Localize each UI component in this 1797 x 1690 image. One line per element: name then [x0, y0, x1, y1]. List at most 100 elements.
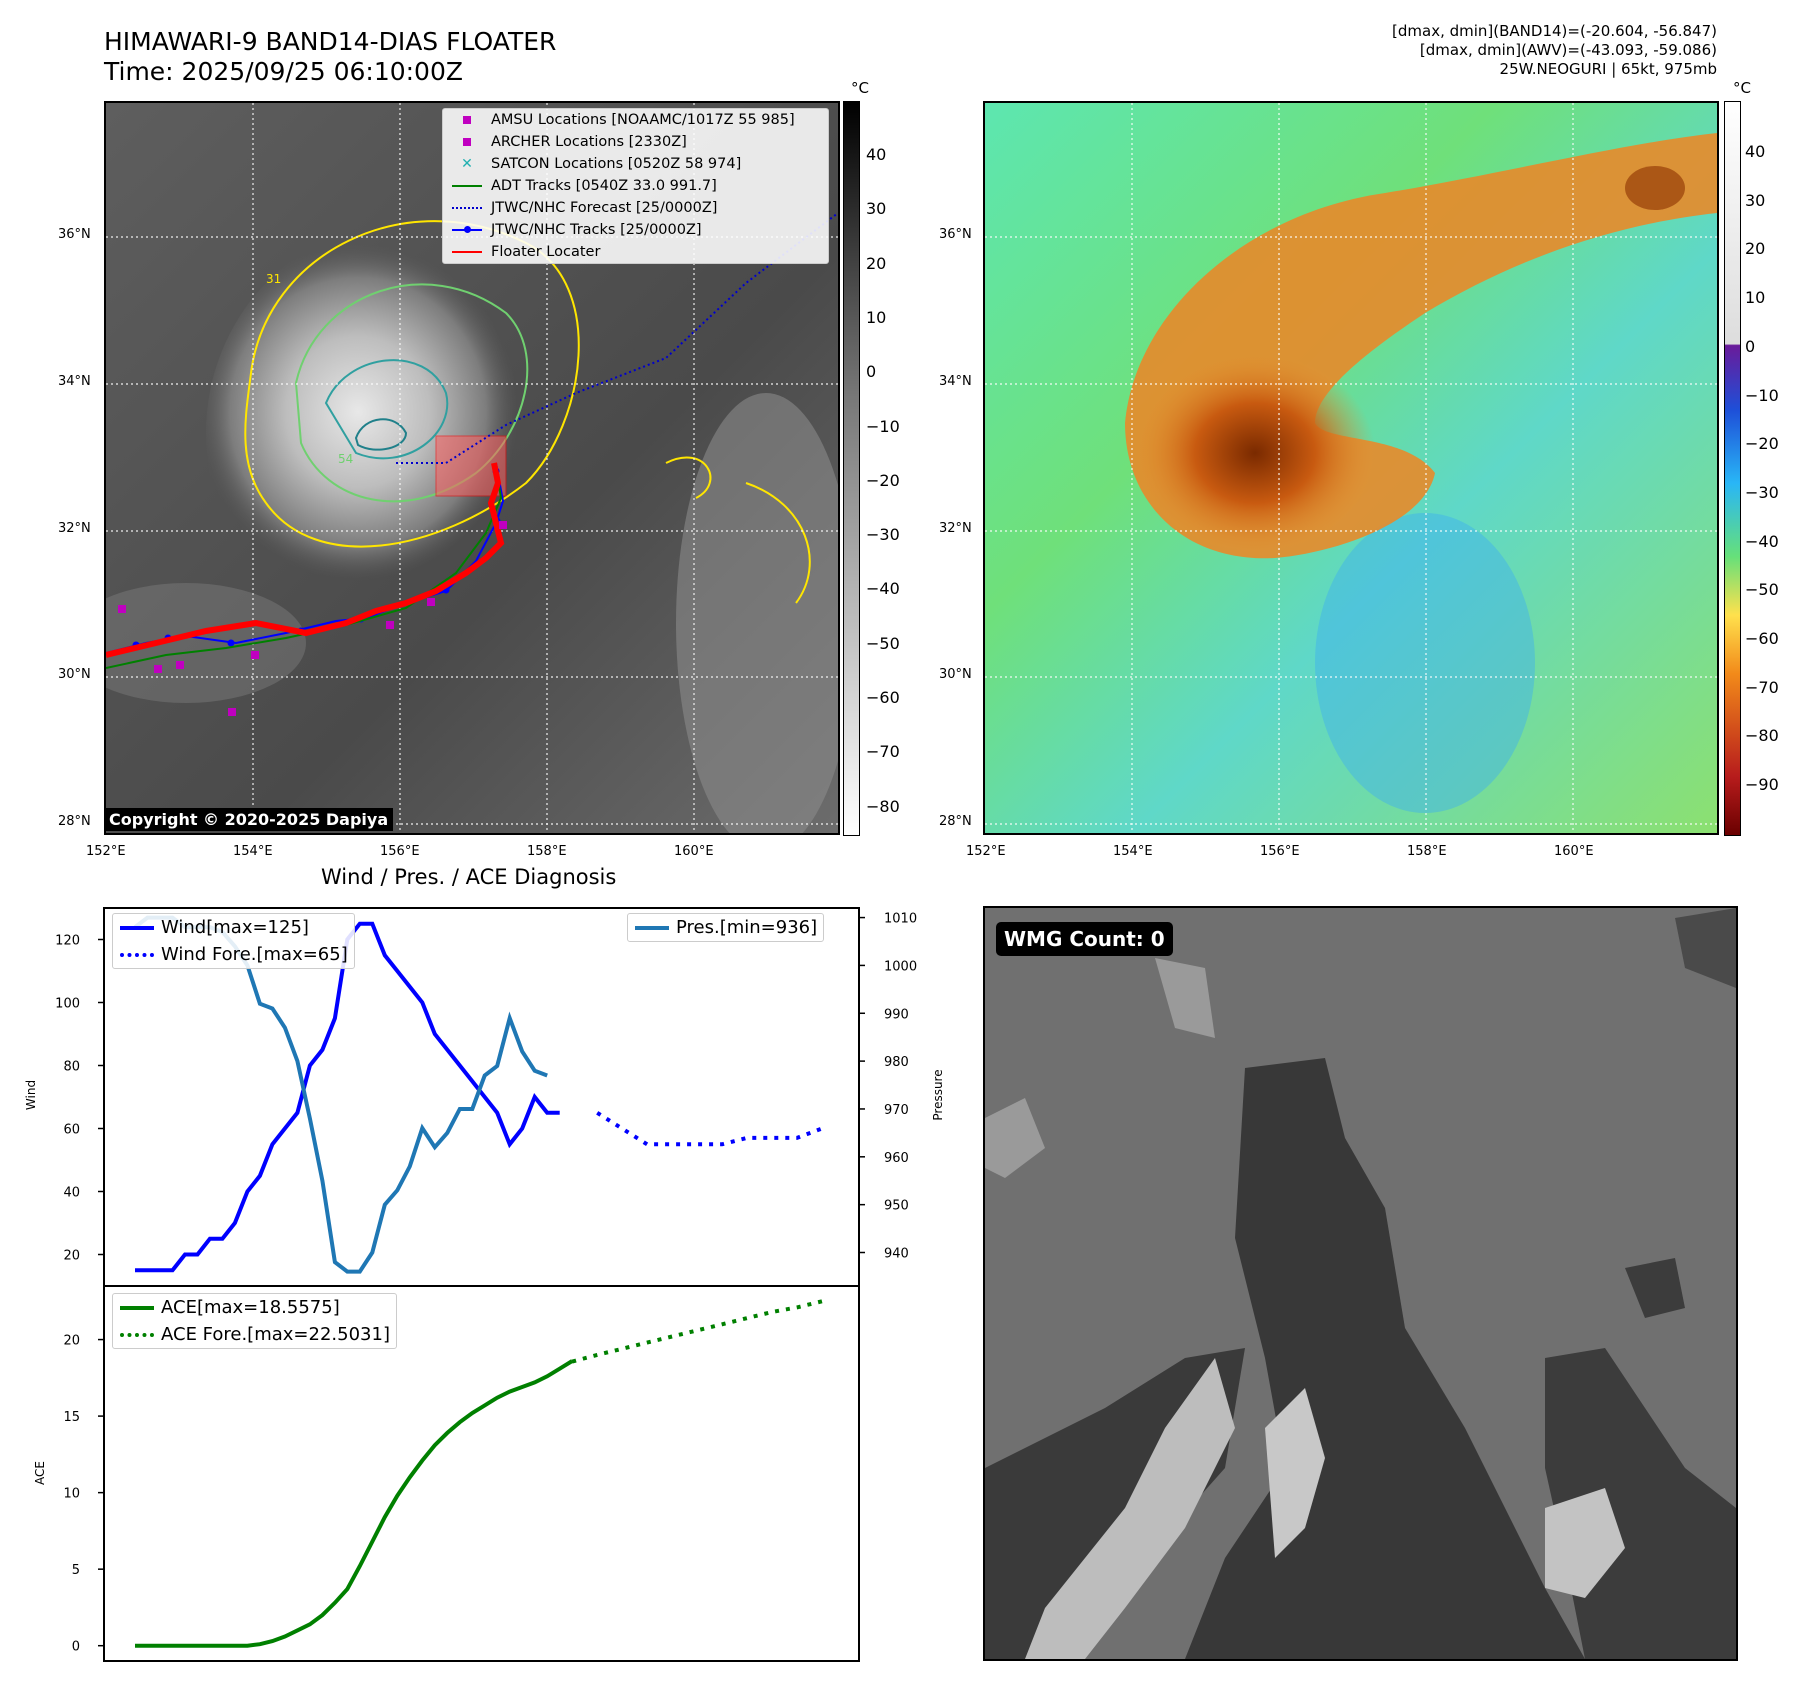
lat-label: 36°N [939, 227, 972, 242]
y-tick-label: 15 [63, 1410, 80, 1425]
ir-legend: AMSU Locations [NOAAMC/1017Z 55 985] ARC… [442, 108, 829, 264]
dotted-line-icon [119, 952, 155, 957]
line-icon [634, 925, 670, 930]
ace-axis-label: ACE [33, 1461, 47, 1485]
title-line-1: HIMAWARI-9 BAND14-DIAS FLOATER [104, 27, 557, 56]
ir-colorbar-unit: °C [851, 79, 869, 97]
colorbar-tick-label: −50 [866, 633, 900, 653]
lon-label: 154°E [233, 844, 273, 859]
colorbar-tick-label: −20 [866, 470, 900, 490]
colorbar-tick-label: 30 [866, 199, 887, 219]
lon-label: 152°E [966, 844, 1006, 859]
y-tick-label: 100 [55, 997, 80, 1012]
lon-label: 156°E [1260, 844, 1300, 859]
wmg-count-badge: WMG Count: 0 [996, 922, 1173, 956]
lat-label: 34°N [58, 374, 91, 389]
contour-label: 31 [266, 272, 281, 286]
info-line-2: [dmax, dmin](AWV)=(-43.093, -59.086) [1419, 41, 1717, 59]
wv-colorbar-unit: °C [1733, 79, 1751, 97]
lon-label: 154°E [1113, 844, 1153, 859]
y-tick-label-right: 940 [884, 1247, 909, 1262]
y-tick-label-right: 990 [884, 1007, 909, 1022]
legend-item: ACE[max=18.5575] [113, 1294, 396, 1321]
colorbar-tick-label: −80 [866, 796, 900, 816]
lon-label: 158°E [1407, 844, 1447, 859]
y-tick-label: 20 [63, 1334, 80, 1349]
info-line-3: 25W.NEOGURI | 65kt, 975mb [1499, 60, 1717, 78]
colorbar-tick-label: 40 [1745, 142, 1766, 161]
legend-item: ARCHER Locations [2330Z] [443, 131, 828, 153]
legend-item: Wind Fore.[max=65] [113, 941, 354, 968]
legend-item: ✕ SATCON Locations [0520Z 58 974] [443, 153, 828, 175]
pressure-legend: Pres.[min=936] [627, 913, 825, 942]
y-tick-label-right: 1010 [884, 912, 917, 927]
wv-satellite-panel [983, 101, 1719, 835]
dotted-line-icon [449, 207, 485, 209]
line-icon [449, 185, 485, 187]
colorbar-tick-label: 20 [1745, 239, 1766, 259]
colorbar-tick-label: −10 [866, 416, 900, 436]
y-tick-label-right: 960 [884, 1151, 909, 1166]
y-tick-label-right: 980 [884, 1055, 909, 1070]
y-tick-label: 10 [63, 1487, 80, 1502]
wmg-image [985, 908, 1736, 1659]
lat-label: 36°N [58, 227, 91, 242]
lat-label: 34°N [939, 374, 972, 389]
legend-item: ACE Fore.[max=22.5031] [113, 1321, 396, 1348]
lon-label: 160°E [674, 844, 714, 859]
ace-legend: ACE[max=18.5575] ACE Fore.[max=22.5031] [112, 1293, 397, 1349]
y-tick-label: 20 [63, 1249, 80, 1264]
colorbar-tick-label: 20 [866, 253, 887, 273]
colorbar-tick-label: −40 [866, 579, 900, 599]
pressure-axis-label: Pressure [931, 1069, 945, 1120]
colorbar-tick-label: 10 [1745, 288, 1766, 308]
wv-satellite-image [985, 103, 1717, 833]
lon-label: 156°E [380, 844, 420, 859]
lat-label: 30°N [939, 667, 972, 682]
figure-title: HIMAWARI-9 BAND14-DIAS FLOATER Time: 202… [104, 27, 556, 87]
colorbar-tick-label: −70 [866, 742, 900, 762]
colorbar-tick-label: −50 [1745, 580, 1779, 600]
legend-item: Floater Locater [443, 241, 828, 263]
colorbar-tick-label: 0 [1745, 336, 1756, 356]
colorbar-tick-label: −80 [1745, 726, 1779, 746]
colorbar-tick-label: 40 [866, 145, 887, 164]
lat-label: 32°N [939, 521, 972, 536]
y-tick-label: 40 [63, 1186, 80, 1201]
colorbar-tick-label: −10 [1745, 385, 1779, 405]
x-marker-icon: ✕ [461, 156, 473, 172]
y-tick-label-right: 950 [884, 1199, 909, 1214]
colorbar-tick-label: −90 [1745, 775, 1779, 795]
ir-colorbar [843, 101, 860, 836]
line-icon [449, 251, 485, 253]
wind-pressure-axes [103, 907, 860, 1287]
legend-item: JTWC/NHC Forecast [25/0000Z] [443, 197, 828, 219]
wv-colorbar [1724, 101, 1741, 836]
lat-label: 32°N [58, 521, 91, 536]
y-tick-label: 120 [55, 934, 80, 949]
dotted-line-icon [119, 1332, 155, 1337]
wind-forecast-line [596, 1111, 823, 1147]
legend-item: AMSU Locations [NOAAMC/1017Z 55 985] [443, 109, 828, 131]
title-line-2: Time: 2025/09/25 06:10:00Z [104, 57, 463, 86]
storm-info: [dmax, dmin](BAND14)=(-20.604, -56.847) … [1392, 22, 1717, 79]
colorbar-tick-label: −30 [1745, 482, 1779, 502]
y-tick-label: 5 [72, 1563, 80, 1578]
legend-item: Pres.[min=936] [628, 914, 823, 941]
wind-legend: Wind[max=125] Wind Fore.[max=65] [112, 913, 355, 969]
contour-label: 54 [338, 452, 353, 466]
y-tick-label: 60 [63, 1123, 80, 1138]
lat-label: 30°N [58, 667, 91, 682]
lat-label: 28°N [58, 814, 91, 829]
lat-label: 28°N [939, 814, 972, 829]
colorbar-tick-label: −60 [866, 688, 900, 707]
square-icon [449, 138, 485, 146]
info-line-1: [dmax, dmin](BAND14)=(-20.604, -56.847) [1392, 22, 1717, 40]
colorbar-tick-label: −30 [866, 525, 900, 545]
diagnosis-title: Wind / Pres. / ACE Diagnosis [321, 865, 617, 889]
y-tick-label-right: 1000 [884, 959, 917, 974]
colorbar-tick-label: −70 [1745, 677, 1779, 697]
lon-label: 152°E [86, 844, 126, 859]
wind-axis-label: Wind [24, 1080, 38, 1110]
